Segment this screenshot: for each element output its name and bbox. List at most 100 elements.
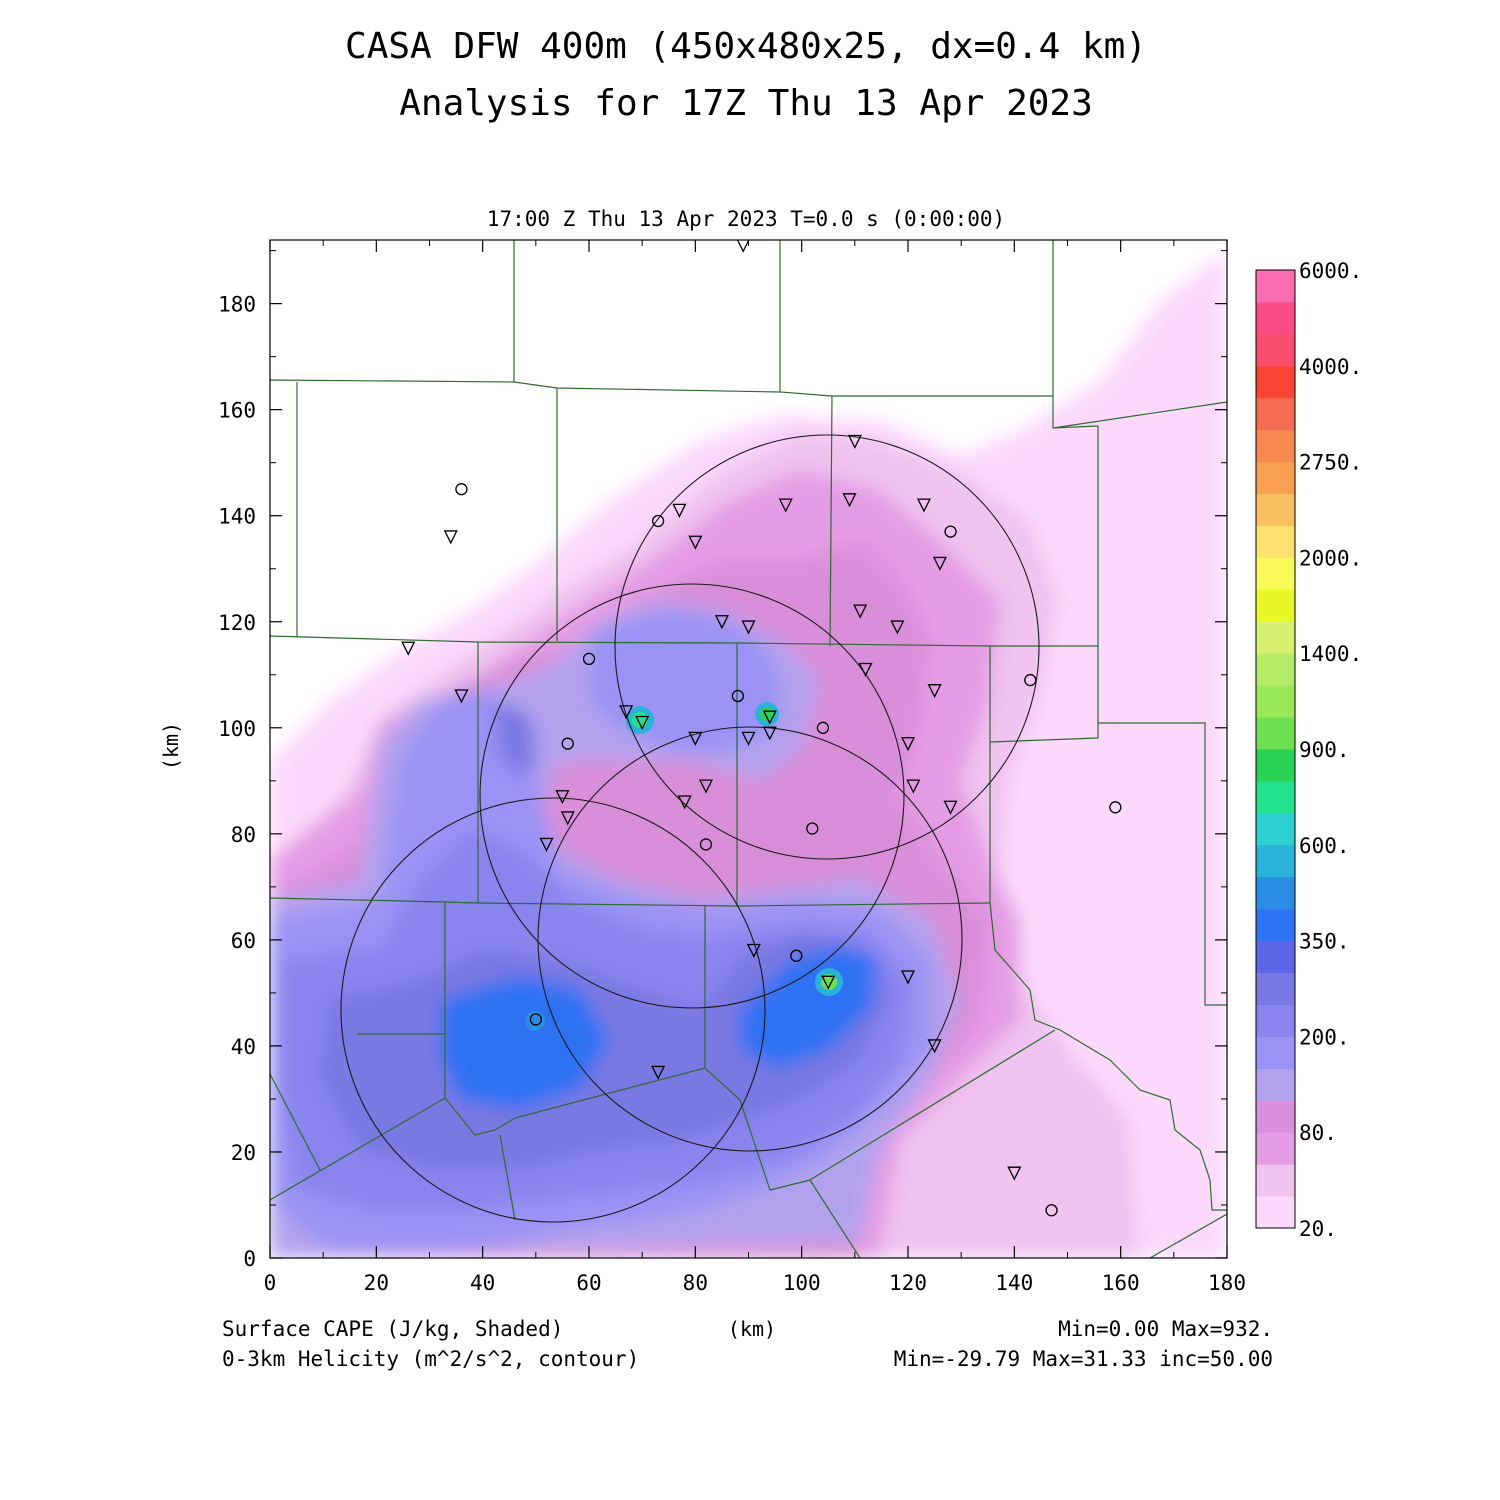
station-circle-marker xyxy=(1024,673,1037,687)
colorbar-label: 4000. xyxy=(1299,355,1362,379)
station-triangle-marker xyxy=(714,615,729,630)
station-triangle-marker xyxy=(698,779,714,794)
colorbar-swatch xyxy=(1256,653,1295,686)
colorbar-swatch xyxy=(1256,972,1295,1005)
colorbar-label: 200. xyxy=(1299,1025,1350,1049)
station-triangle-marker xyxy=(454,689,469,704)
x-tick-label: 160 xyxy=(1102,1271,1140,1295)
station-triangle-marker xyxy=(927,684,942,699)
station-triangle-marker xyxy=(762,726,777,741)
plot-area xyxy=(270,240,1227,1258)
station-triangle-marker xyxy=(688,535,703,550)
station-triangle-marker xyxy=(778,498,793,513)
x-tick-label: 120 xyxy=(889,1271,927,1295)
station-triangle-marker xyxy=(736,240,750,253)
station-circle-marker xyxy=(699,838,713,851)
x-tick-label: 20 xyxy=(364,1271,389,1295)
station-triangle-marker xyxy=(443,530,458,545)
station-triangle-marker xyxy=(906,779,921,794)
station-triangle-marker xyxy=(672,503,687,518)
colorbar-label: 1400. xyxy=(1299,642,1362,666)
colorbar-swatch xyxy=(1256,685,1295,718)
colorbar-swatch xyxy=(1256,589,1295,622)
station-triangle-marker xyxy=(821,975,836,990)
colorbar-swatch xyxy=(1256,940,1295,974)
station-triangle-marker xyxy=(858,662,873,677)
colorbar-swatch xyxy=(1256,621,1295,654)
y-tick-label: 140 xyxy=(218,505,256,529)
colorbar-label: 350. xyxy=(1299,930,1350,954)
contour-stats: Min=-29.79 Max=31.33 inc=50.00 xyxy=(894,1347,1273,1371)
station-circle-marker xyxy=(790,949,803,962)
colorbar-swatch xyxy=(1256,1004,1295,1037)
station-circle-marker xyxy=(529,1013,542,1026)
colorbar-frame xyxy=(1255,269,1296,1229)
station-triangle-marker xyxy=(401,641,416,656)
y-tick-label: 0 xyxy=(243,1247,256,1271)
x-tick-label: 40 xyxy=(470,1271,495,1295)
y-tick-label: 120 xyxy=(218,611,256,635)
colorbar-swatch xyxy=(1256,1164,1295,1197)
station-triangle-marker xyxy=(762,710,777,725)
colorbar-swatch xyxy=(1256,301,1295,335)
colorbar-swatch xyxy=(1256,365,1295,399)
colorbar-swatch xyxy=(1256,493,1295,526)
y-axis-label: (km) xyxy=(159,722,183,770)
colorbar-swatch xyxy=(1256,876,1295,910)
station-triangle-marker xyxy=(688,731,703,746)
station-triangle-marker xyxy=(853,604,868,619)
x-tick-label: 100 xyxy=(783,1271,821,1295)
colorbar-swatch xyxy=(1256,780,1295,814)
station-triangle-marker xyxy=(916,498,932,513)
x-axis-label: (km) xyxy=(728,1317,776,1341)
station-triangle-marker xyxy=(619,705,634,720)
station-circle-marker xyxy=(455,483,468,496)
station-triangle-marker xyxy=(677,795,692,810)
colorbar-label: 2000. xyxy=(1299,546,1362,570)
station-triangle-marker xyxy=(927,1039,942,1054)
colorbar-swatch xyxy=(1256,525,1295,558)
colorbar-swatch xyxy=(1256,429,1295,463)
y-tick-label: 60 xyxy=(231,929,256,953)
station-triangle-marker xyxy=(1007,1166,1022,1181)
y-tick-label: 160 xyxy=(218,399,256,423)
colorbar-swatch xyxy=(1256,749,1295,782)
x-tick-label: 0 xyxy=(264,1271,277,1295)
colorbar-swatch xyxy=(1256,1132,1295,1165)
station-triangle-marker xyxy=(539,837,554,852)
station-triangle-marker xyxy=(746,943,761,958)
colorbar-label: 600. xyxy=(1299,834,1350,858)
shaded-field-label: Surface CAPE (J/kg, Shaded) xyxy=(222,1317,563,1341)
colorbar-label: 900. xyxy=(1299,738,1350,762)
y-tick-label: 80 xyxy=(231,823,256,847)
x-tick-label: 180 xyxy=(1208,1271,1246,1295)
y-tick-label: 20 xyxy=(231,1141,256,1165)
colorbar-swatch xyxy=(1256,557,1295,590)
chart-subtitle: Analysis for 17Z Thu 13 Apr 2023 xyxy=(399,83,1093,124)
station-circle-marker xyxy=(806,822,819,835)
shaded-stats: Min=0.00 Max=932. xyxy=(1058,1317,1273,1341)
station-triangle-marker xyxy=(847,434,862,449)
colorbar-label: 6000. xyxy=(1299,259,1362,283)
station-triangle-marker xyxy=(943,800,958,815)
station-triangle-marker xyxy=(651,1065,666,1080)
radar-rings xyxy=(340,434,1040,1223)
county-boundaries xyxy=(270,240,1227,1258)
chart-title: CASA DFW 400m (450x480x25, dx=0.4 km) xyxy=(345,26,1147,67)
station-circle-marker xyxy=(944,525,957,538)
axes: 0 20 40 60 80 100 120 140 160 180 0 20 40 60 80 100 120 1… xyxy=(218,240,1246,1295)
station-triangle-marker xyxy=(741,620,756,635)
station-circle-marker xyxy=(1109,801,1122,814)
y-tick-label: 180 xyxy=(218,293,256,317)
colorbar-swatch xyxy=(1256,1068,1295,1101)
colorbar-swatch xyxy=(1256,844,1295,878)
y-tick-label: 100 xyxy=(218,717,256,741)
station-circle-marker xyxy=(651,514,665,528)
radar-ring xyxy=(614,434,1040,860)
station-triangle-marker xyxy=(900,970,916,985)
station-circle-marker xyxy=(1045,1204,1058,1217)
station-triangle-marker xyxy=(842,493,857,508)
colorbar-swatch xyxy=(1256,812,1295,846)
timestamp-label: 17:00 Z Thu 13 Apr 2023 T=0.0 s (0:00:00… xyxy=(487,207,1005,231)
colorbar: 20. 80. 200. 350. 600. 900. 1400. 2000. 2750. 400… xyxy=(1255,259,1362,1241)
